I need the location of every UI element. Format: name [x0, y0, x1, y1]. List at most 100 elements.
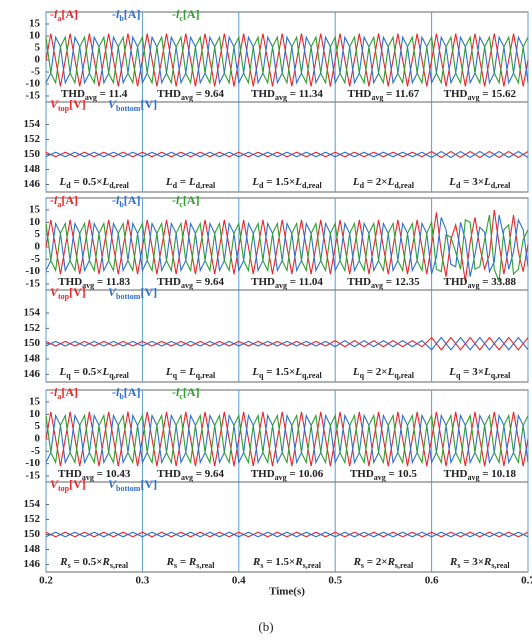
text-part: = — [94, 276, 106, 288]
text-part: THD — [58, 276, 82, 288]
text-part: q — [66, 371, 71, 380]
text-part: THD — [58, 468, 82, 480]
caption: (b) — [258, 619, 273, 634]
text-part: L — [352, 176, 360, 188]
text-part: b — [119, 200, 124, 209]
text-part: = 1.5× — [264, 176, 296, 188]
legend-entry: Vbottom[V] — [108, 477, 157, 494]
text-part: d — [456, 181, 461, 190]
text-part: avg — [181, 281, 193, 290]
text-part: L — [59, 176, 67, 188]
text-part: L — [188, 366, 196, 378]
text-part: -i — [50, 7, 58, 21]
text-part: L — [448, 366, 456, 378]
text-part: avg — [275, 281, 287, 290]
x-tick-label: 0.3 — [136, 575, 150, 587]
text-part: = — [94, 468, 106, 480]
text-part: V — [108, 285, 117, 299]
series-line — [45, 35, 529, 85]
y-tick-label: 154 — [24, 307, 41, 319]
y-tick-label: 15 — [29, 204, 41, 216]
text-part: 10.06 — [298, 468, 323, 480]
y-tick-label: 150 — [24, 148, 41, 160]
text-part: avg — [275, 473, 287, 482]
parameter-label: Ld = 0.5×Ld,real — [59, 176, 130, 191]
series-line — [45, 150, 529, 159]
legend-entry: -ib[A] — [112, 385, 140, 402]
parameter-label: Rs = Rs,real — [166, 556, 216, 571]
text-part: 9.64 — [205, 276, 225, 288]
x-tick-label: 0.4 — [232, 575, 246, 587]
x-tick-label: 0.2 — [39, 575, 53, 587]
text-part: THD — [348, 88, 372, 100]
text-part: = — [383, 276, 395, 288]
text-part: = 3× — [460, 366, 484, 378]
text-part: = — [479, 88, 491, 100]
thd-annotation: THDavg = 11.4 — [61, 88, 128, 103]
parameter-label: Rs = 1.5×Rs,real — [252, 556, 322, 571]
legend-entry: Vtop[V] — [50, 97, 86, 114]
text-part: -i — [112, 385, 120, 399]
text-part: THD — [157, 276, 181, 288]
series-line — [45, 214, 529, 277]
text-part: R — [294, 556, 302, 568]
parameter-label: Lq = 1.5×Lq,real — [251, 366, 322, 381]
text-part: = — [193, 276, 205, 288]
text-part: avg — [374, 473, 386, 482]
text-part: R — [59, 556, 67, 568]
thd-annotation: THDavg = 9.64 — [157, 276, 224, 291]
text-part: -i — [172, 193, 180, 207]
text-part: V — [108, 97, 117, 111]
y-tick-label: 10 — [29, 30, 41, 42]
y-tick-label: -5 — [31, 445, 41, 457]
text-part: = — [287, 276, 299, 288]
text-part: = — [479, 276, 491, 288]
text-part: [V] — [69, 97, 86, 111]
text-part: [A] — [124, 385, 141, 399]
text-part: V — [50, 285, 59, 299]
text-part: c — [179, 200, 183, 209]
y-tick-label: -15 — [25, 90, 40, 102]
text-part: L — [294, 366, 302, 378]
text-part: = — [177, 556, 189, 568]
text-part: R — [449, 556, 457, 568]
text-part: s,real — [395, 561, 414, 570]
text-part: d,real — [196, 181, 216, 190]
y-tick-label: -5 — [31, 66, 41, 78]
text-part: 9.64 — [205, 468, 225, 480]
y-tick-label: 152 — [24, 322, 41, 334]
text-part: [A] — [183, 7, 200, 21]
text-part: d — [259, 181, 264, 190]
legend-entry: -ic[A] — [172, 385, 200, 402]
text-part: d — [173, 181, 178, 190]
series-line — [45, 336, 529, 351]
text-part: 10.18 — [491, 468, 516, 480]
thd-annotation: THDavg = 15.62 — [444, 88, 517, 103]
text-part: s — [260, 561, 263, 570]
text-part: avg — [85, 93, 97, 102]
text-part: avg — [371, 93, 383, 102]
text-part: bottom — [116, 484, 141, 493]
legend-entry: Vbottom[V] — [108, 97, 157, 114]
thd-annotation: THDavg = 10.5 — [350, 468, 417, 483]
thd-annotation: THDavg = 9.64 — [157, 88, 224, 103]
series-line — [45, 33, 529, 87]
y-tick-label: 5 — [35, 228, 41, 240]
text-part: [V] — [69, 285, 86, 299]
thd-annotation: THDavg = 10.06 — [251, 468, 324, 483]
text-part: -i — [112, 193, 120, 207]
series-line — [45, 531, 529, 538]
text-part: b — [119, 14, 124, 23]
text-part: L — [251, 176, 259, 188]
text-part: = 2× — [364, 556, 388, 568]
text-part: = — [287, 468, 299, 480]
text-part: L — [483, 366, 491, 378]
text-part: -i — [50, 193, 58, 207]
thd-annotation: THDavg = 10.18 — [444, 468, 517, 483]
y-tick-label: 15 — [29, 396, 41, 408]
text-part: = — [97, 88, 109, 100]
text-part: THD — [157, 88, 181, 100]
y-tick-label: 0 — [35, 433, 41, 445]
text-part: THD — [444, 468, 468, 480]
series-line — [45, 336, 529, 351]
